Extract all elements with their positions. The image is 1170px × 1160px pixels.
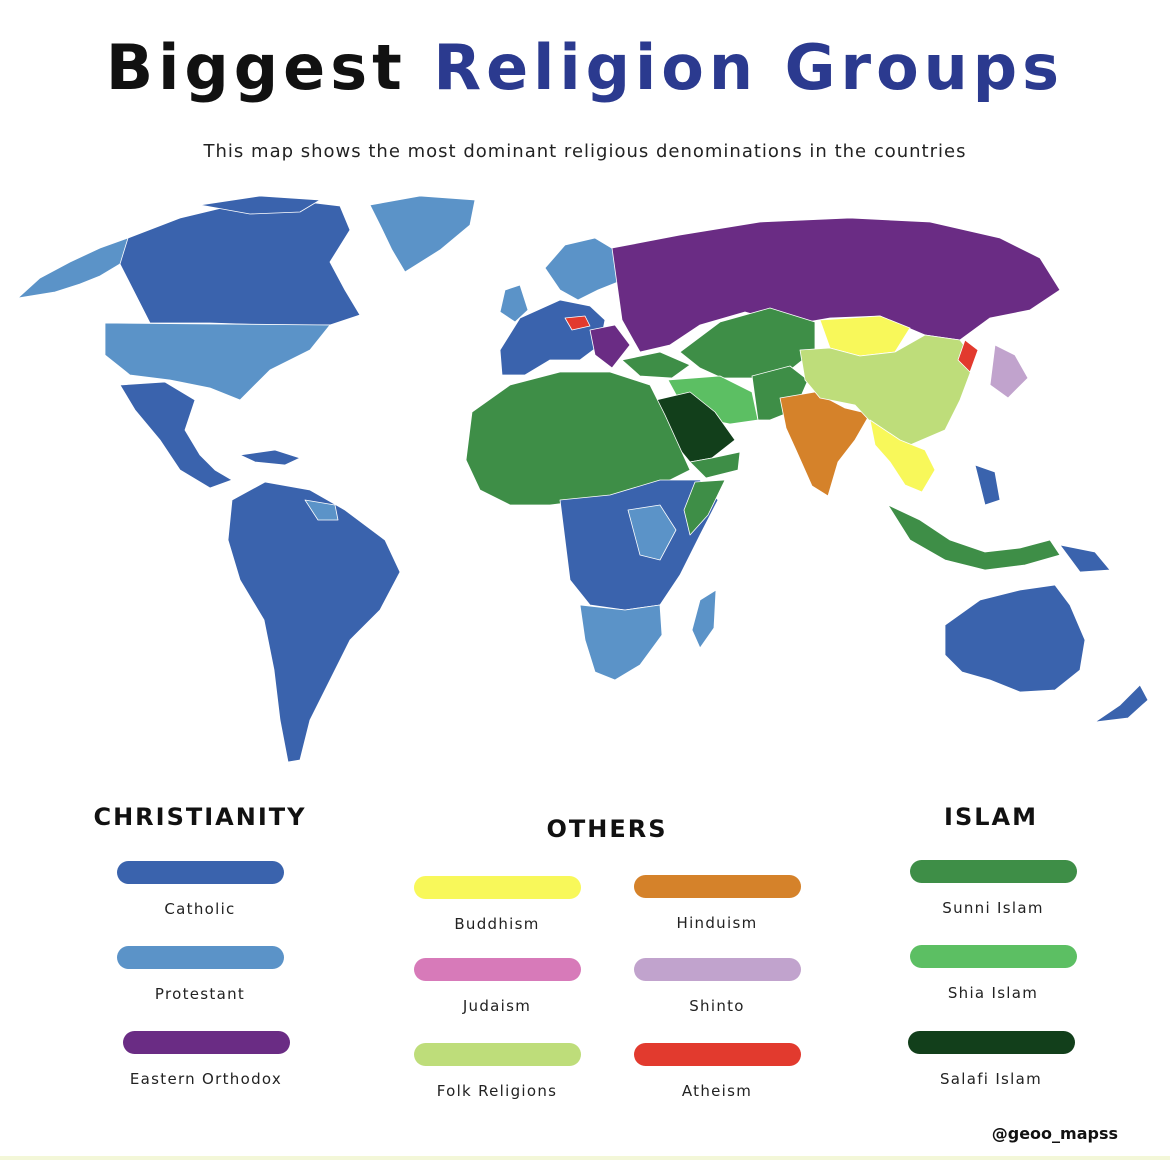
legend-label-salafi: Salafi Islam bbox=[939, 1070, 1043, 1088]
page-subtitle: This map shows the most dominant religio… bbox=[203, 141, 967, 162]
uk-region bbox=[499, 284, 529, 323]
japan-region bbox=[989, 344, 1029, 399]
guianas-region bbox=[304, 499, 339, 521]
legend-label-orthodox: Eastern Orthodox bbox=[129, 1070, 283, 1088]
somalia-region bbox=[683, 479, 726, 536]
swatch-folk bbox=[413, 1043, 581, 1066]
greenland-region bbox=[369, 195, 476, 273]
southeast-asia-buddhist-region bbox=[869, 419, 936, 493]
legend-item-sunni: Sunni Islam bbox=[883, 860, 1103, 917]
usa-region bbox=[104, 322, 331, 401]
legend-item-folk: Folk Religions bbox=[387, 1043, 607, 1100]
swatch-sunni bbox=[909, 860, 1077, 883]
scandinavia-region bbox=[544, 237, 619, 301]
south-america-region bbox=[227, 481, 401, 763]
page-title: Biggest Religion Groups bbox=[0, 28, 1170, 108]
world-map bbox=[17, 195, 1149, 763]
turkey-region bbox=[621, 351, 691, 379]
title-part-2: Religion Groups bbox=[433, 31, 1065, 104]
swatch-protestant bbox=[116, 946, 284, 969]
bottom-border bbox=[0, 1156, 1170, 1160]
author-credit: @geoo_mapss bbox=[991, 1124, 1118, 1143]
legend-label-shinto: Shinto bbox=[689, 997, 745, 1015]
legend-label-atheism: Atheism bbox=[681, 1082, 753, 1100]
legend-item-protestant: Protestant bbox=[90, 946, 310, 1003]
legend-item-shia: Shia Islam bbox=[883, 945, 1103, 1002]
swatch-shinto bbox=[633, 958, 801, 981]
balkans-orthodox-region bbox=[589, 324, 631, 369]
legend-label-buddhism: Buddhism bbox=[454, 915, 540, 933]
arabia-south-region bbox=[689, 451, 741, 479]
legend-label-shia: Shia Islam bbox=[947, 984, 1039, 1002]
swatch-buddhism bbox=[413, 876, 581, 899]
new-zealand-region bbox=[1094, 684, 1149, 723]
canada-region bbox=[119, 199, 361, 326]
indonesia-malaysia-region bbox=[887, 504, 1061, 571]
legend-item-judaism: Judaism bbox=[387, 958, 607, 1015]
legend-heading-christianity: CHRISTIANITY bbox=[93, 803, 307, 831]
legend-item-buddhism: Buddhism bbox=[387, 876, 607, 933]
legend-item-salafi: Salafi Islam bbox=[881, 1031, 1101, 1088]
legend-label-folk: Folk Religions bbox=[436, 1082, 558, 1100]
legend-heading-others: OTHERS bbox=[546, 815, 668, 843]
australia-region bbox=[944, 584, 1086, 693]
legend-item-catholic: Catholic bbox=[90, 861, 310, 918]
legend-label-hinduism: Hinduism bbox=[676, 914, 758, 932]
alaska-region bbox=[17, 237, 133, 299]
legend-item-atheism: Atheism bbox=[607, 1043, 827, 1100]
caribbean-islands bbox=[239, 449, 301, 466]
legend-label-protestant: Protestant bbox=[154, 985, 246, 1003]
legend-item-hinduism: Hinduism bbox=[607, 875, 827, 932]
papua-region bbox=[1059, 544, 1111, 573]
southern-africa-region bbox=[579, 604, 663, 681]
legend-item-orthodox: Eastern Orthodox bbox=[96, 1031, 316, 1088]
china-region bbox=[799, 334, 976, 446]
east-africa-protestant-region bbox=[627, 504, 677, 561]
korea-region bbox=[957, 339, 979, 373]
title-part-1: Biggest bbox=[105, 31, 407, 104]
swatch-catholic bbox=[116, 861, 284, 884]
madagascar-region bbox=[691, 589, 717, 649]
swatch-atheism bbox=[633, 1043, 801, 1066]
swatch-shia bbox=[909, 945, 1077, 968]
legend-heading-islam: ISLAM bbox=[944, 803, 1038, 831]
swatch-salafi bbox=[907, 1031, 1075, 1054]
legend-label-judaism: Judaism bbox=[462, 997, 532, 1015]
canada-islands bbox=[199, 195, 321, 215]
legend-label-sunni: Sunni Islam bbox=[942, 899, 1044, 917]
legend-label-catholic: Catholic bbox=[164, 900, 236, 918]
swatch-orthodox bbox=[122, 1031, 290, 1054]
legend-item-shinto: Shinto bbox=[607, 958, 827, 1015]
mexico-region bbox=[119, 381, 233, 489]
philippines-region bbox=[974, 464, 1001, 506]
swatch-hinduism bbox=[633, 875, 801, 898]
czech-atheism-region bbox=[564, 315, 591, 331]
swatch-judaism bbox=[413, 958, 581, 981]
india-region bbox=[779, 391, 871, 497]
